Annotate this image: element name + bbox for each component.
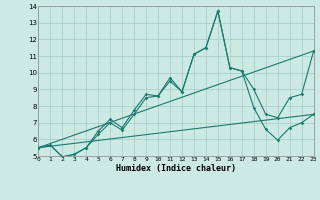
X-axis label: Humidex (Indice chaleur): Humidex (Indice chaleur) [116, 164, 236, 173]
